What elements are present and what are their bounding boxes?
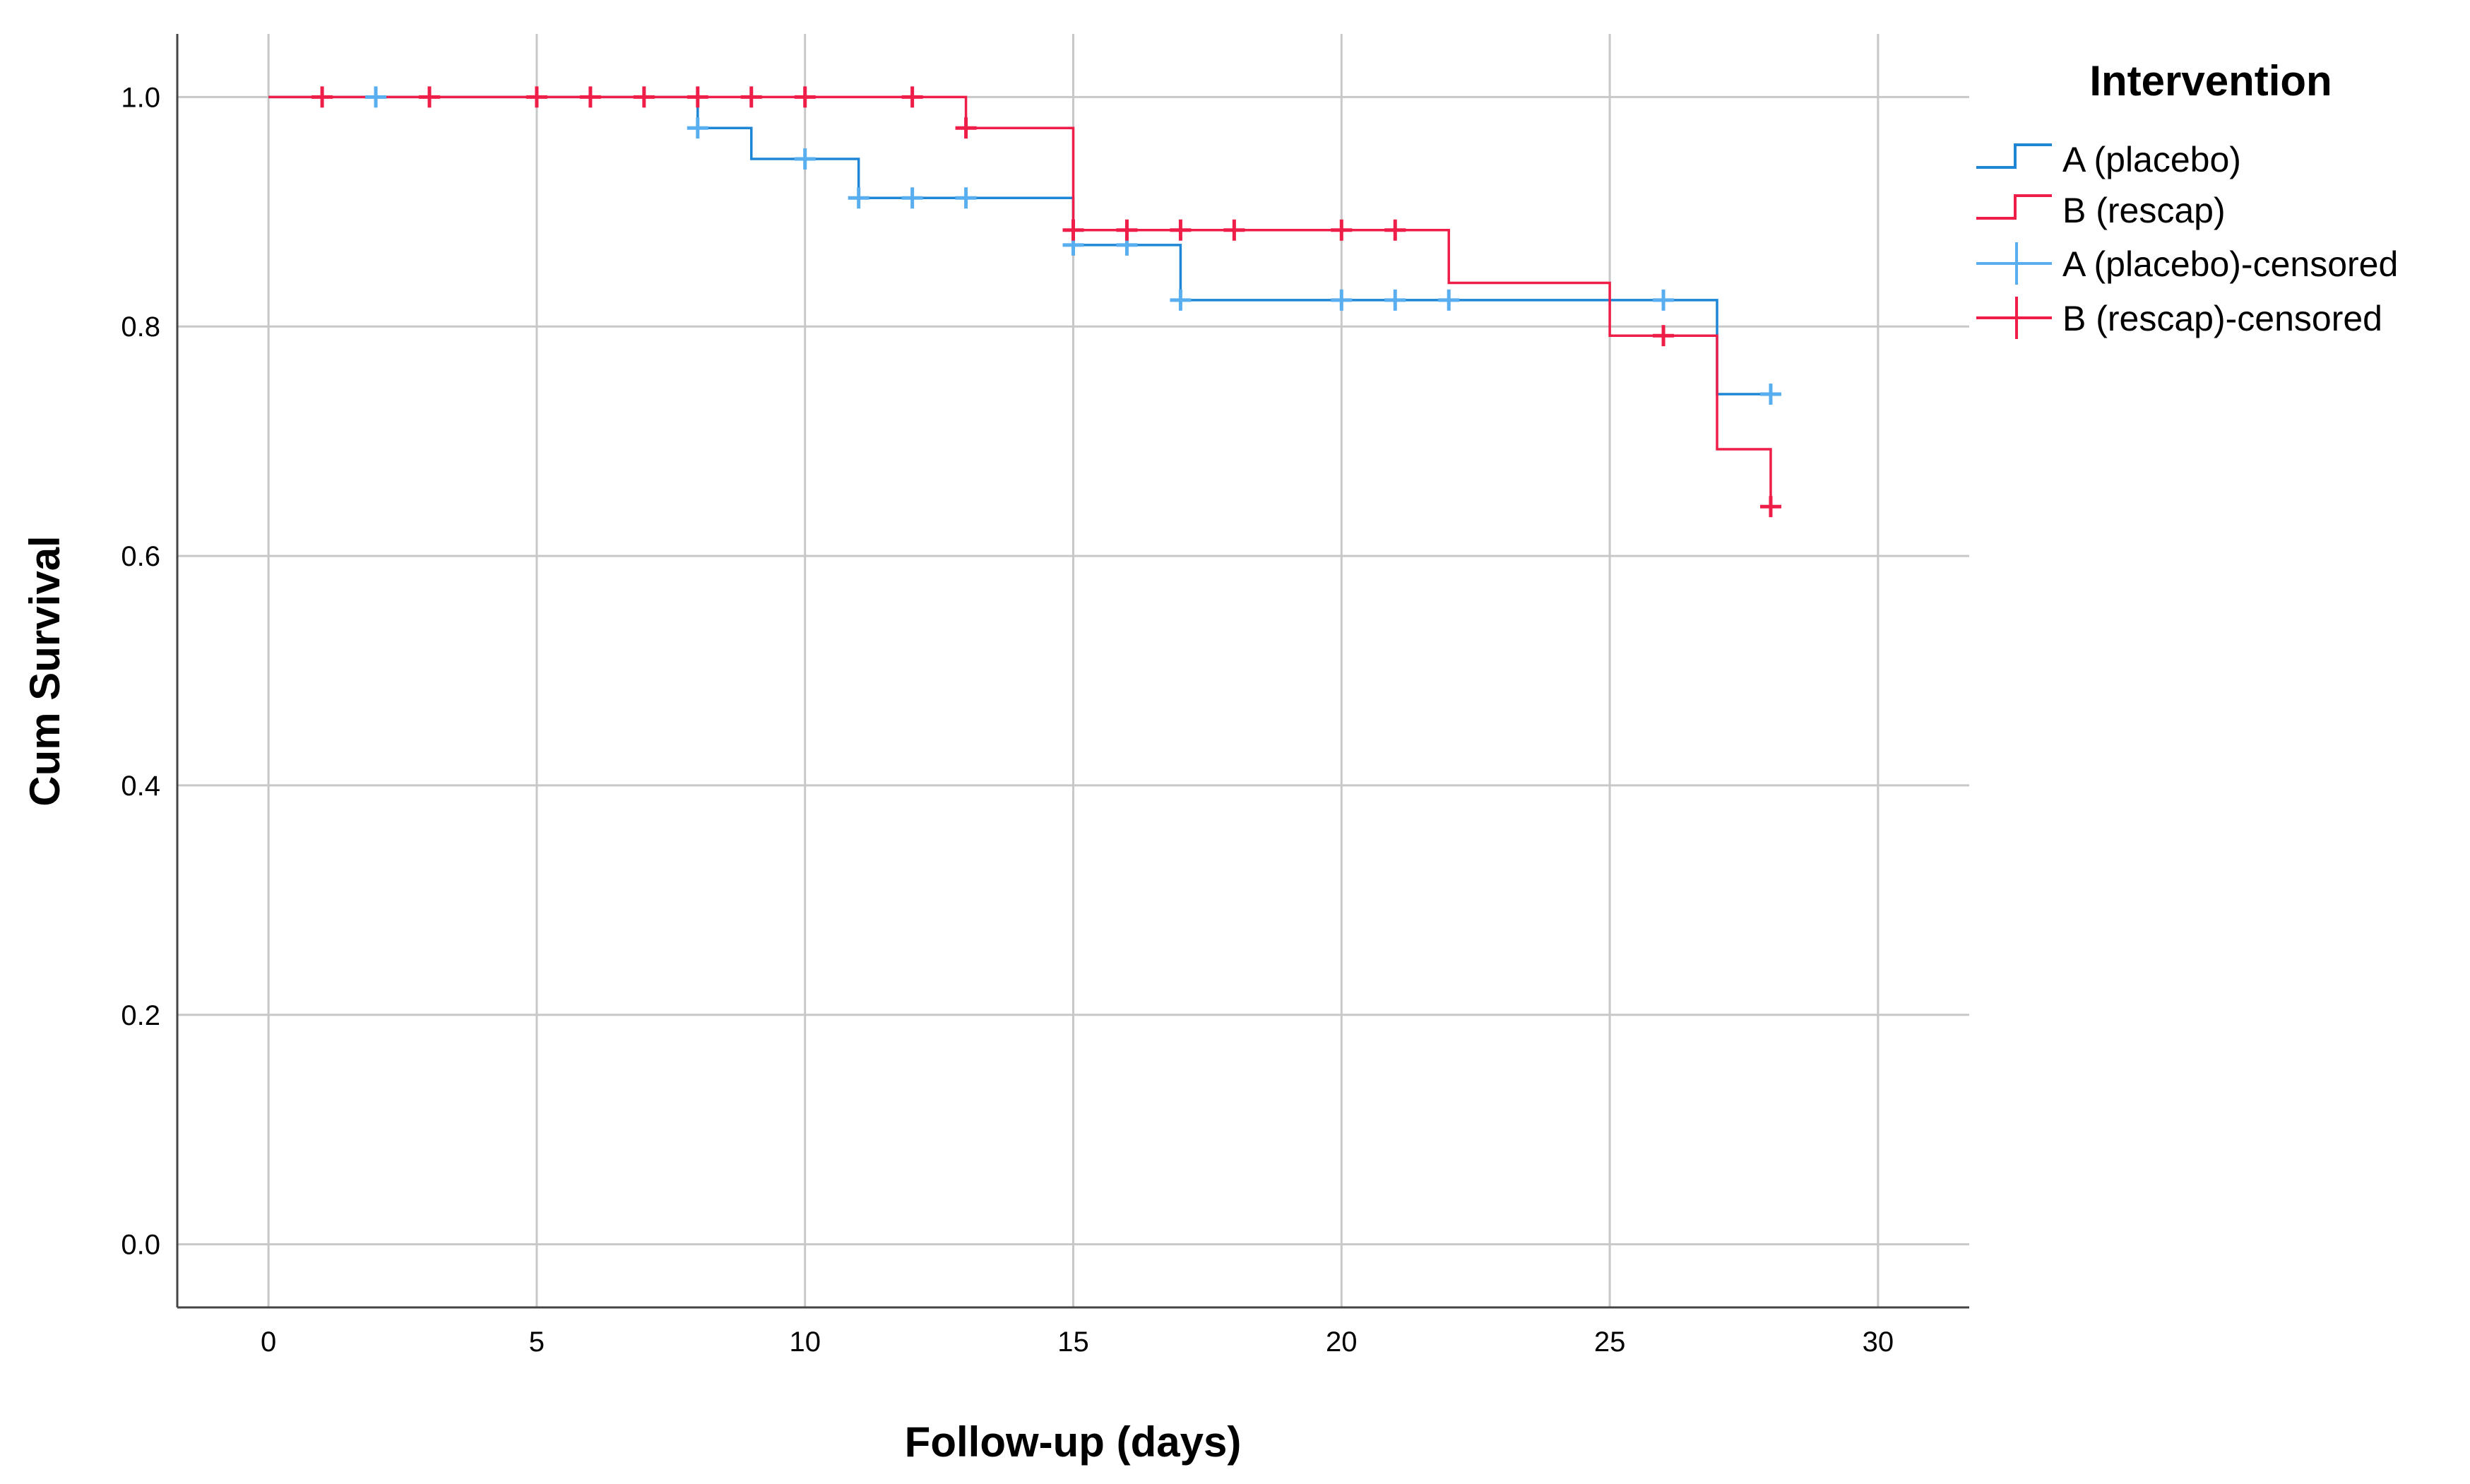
- y-tick-label: 0.0: [121, 1230, 160, 1261]
- x-tick-label: 10: [789, 1326, 821, 1358]
- x-tick-label: 15: [1057, 1326, 1089, 1358]
- legend-label: B (rescap)-censored: [2062, 299, 2382, 338]
- censor-mark: [419, 86, 441, 108]
- censor-mark: [1331, 289, 1353, 311]
- censor-mark: [740, 86, 762, 108]
- censor-mark: [1759, 496, 1781, 518]
- censor-mark: [311, 86, 333, 108]
- x-tick-label: 5: [529, 1326, 545, 1358]
- y-tick-label: 0.8: [121, 311, 160, 343]
- legend-swatch: [1976, 194, 2052, 220]
- censor-mark: [901, 86, 923, 108]
- censor-mark: [1384, 289, 1406, 311]
- legend-entry: B (rescap)-censored: [1976, 297, 2382, 339]
- tick-labels: 0 5 10 15 20 25 30 0.0 0.2 0.4 0.6 0.8 1.0: [121, 82, 1894, 1358]
- censor-mark: [794, 148, 816, 170]
- censor-mark: [955, 187, 977, 209]
- censor-mark: [1384, 219, 1406, 241]
- legend: Intervention A (placebo) B (rescap) A (pla…: [1976, 57, 2398, 339]
- censor-mark: [579, 86, 601, 108]
- legend-title: Intervention: [2089, 57, 2332, 105]
- legend-label: B (rescap): [2062, 191, 2226, 230]
- censor-mark: [1116, 219, 1138, 241]
- y-axis-title: Cum Survival: [21, 535, 69, 806]
- x-tick-label: 0: [261, 1326, 276, 1358]
- censor-mark: [1438, 289, 1460, 311]
- y-tick-label: 0.6: [121, 541, 160, 572]
- y-tick-label: 1.0: [121, 82, 160, 113]
- legend-label: A (placebo): [2062, 140, 2241, 179]
- censor-mark: [794, 86, 816, 108]
- censor-mark: [1653, 289, 1675, 311]
- x-tick-label: 30: [1863, 1326, 1894, 1358]
- censor-mark: [1759, 384, 1781, 405]
- censor-mark: [955, 117, 977, 139]
- censor-mark: [1331, 219, 1353, 241]
- axes: [176, 34, 1969, 1309]
- censor-mark: [687, 86, 708, 108]
- x-tick-label: 20: [1326, 1326, 1358, 1358]
- censor-mark: [1062, 219, 1084, 241]
- y-tick-label: 0.2: [121, 1000, 160, 1031]
- censor-mark: [526, 86, 547, 108]
- legend-entry: A (placebo): [1976, 140, 2241, 179]
- legend-swatch: [1976, 143, 2052, 169]
- censor-mark: [365, 86, 387, 108]
- censor-mark: [1653, 325, 1675, 347]
- legend-entry: B (rescap): [1976, 191, 2226, 230]
- censor-mark: [1170, 219, 1192, 241]
- censor-mark: [848, 187, 869, 209]
- censor-mark: [901, 187, 923, 209]
- censor-mark: [633, 86, 655, 108]
- censor-marks: [311, 86, 1781, 518]
- x-axis-title: Follow-up (days): [905, 1418, 1242, 1466]
- y-tick-label: 0.4: [121, 771, 160, 802]
- censor-mark: [1170, 289, 1192, 311]
- censor-mark: [687, 117, 708, 139]
- legend-entry: A (placebo)-censored: [1976, 242, 2398, 285]
- censor-mark: [1223, 219, 1245, 241]
- legend-label: A (placebo)-censored: [2062, 244, 2398, 284]
- x-tick-label: 25: [1594, 1326, 1626, 1358]
- gridlines: [177, 34, 1969, 1307]
